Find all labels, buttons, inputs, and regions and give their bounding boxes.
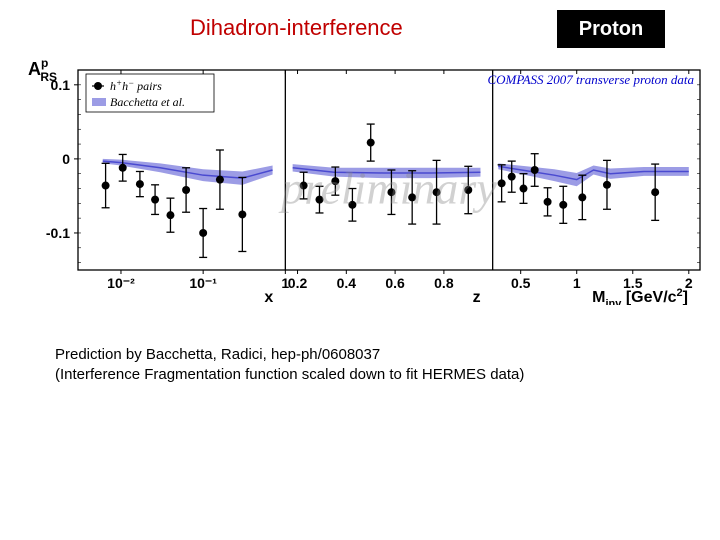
svg-text:1: 1 <box>573 275 581 291</box>
svg-text:preliminary: preliminary <box>278 162 497 213</box>
caption-line-2: (Interference Fragmentation function sca… <box>55 366 524 383</box>
svg-text:-0.1: -0.1 <box>46 225 70 241</box>
svg-text:COMPASS 2007 transverse proton: COMPASS 2007 transverse proton data <box>487 72 694 87</box>
chart-svg: ApRS-0.100.110⁻²10⁻¹1x0.20.40.60.8z0.511… <box>10 60 710 305</box>
caption: Prediction by Bacchetta, Radici, hep-ph/… <box>55 345 524 386</box>
chart-container: ApRS-0.100.110⁻²10⁻¹1x0.20.40.60.8z0.511… <box>10 60 710 305</box>
svg-text:0.2: 0.2 <box>288 275 308 291</box>
svg-text:0.8: 0.8 <box>434 275 454 291</box>
page-title: Dihadron-interference <box>190 15 403 41</box>
svg-text:0.1: 0.1 <box>51 77 71 93</box>
svg-text:x: x <box>264 289 273 305</box>
caption-line-1: Prediction by Bacchetta, Radici, hep-ph/… <box>55 346 380 363</box>
svg-text:z: z <box>473 289 481 305</box>
svg-text:0.5: 0.5 <box>511 275 531 291</box>
svg-text:0: 0 <box>62 151 70 167</box>
svg-text:10⁻¹: 10⁻¹ <box>189 275 217 291</box>
proton-badge: Proton <box>557 10 665 48</box>
svg-text:10⁻²: 10⁻² <box>107 275 135 291</box>
svg-text:0.6: 0.6 <box>385 275 405 291</box>
svg-text:Bacchetta et al.: Bacchetta et al. <box>110 95 185 109</box>
svg-text:0.4: 0.4 <box>337 275 357 291</box>
svg-text:Minv [GeV/c2]: Minv [GeV/c2] <box>592 287 688 305</box>
